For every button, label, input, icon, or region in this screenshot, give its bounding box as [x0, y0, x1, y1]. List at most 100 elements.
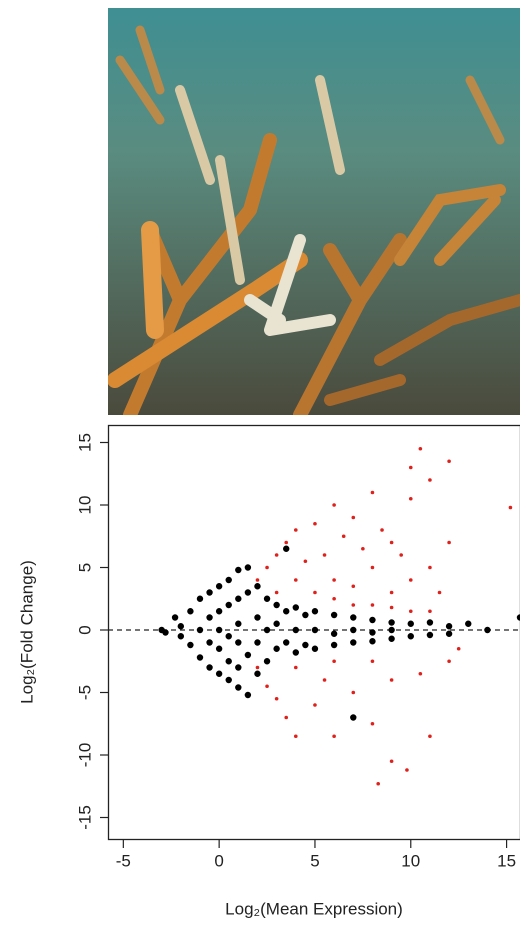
point [388, 626, 395, 634]
point [408, 465, 413, 470]
point [311, 645, 319, 652]
point [293, 665, 298, 670]
point [426, 631, 434, 639]
point [313, 521, 317, 526]
point [206, 614, 213, 621]
x-axis-label: Log₂(Mean Expression) [225, 899, 403, 918]
point [215, 583, 223, 590]
point [405, 768, 409, 772]
point [244, 691, 252, 699]
point [445, 630, 453, 637]
point [187, 641, 194, 649]
point [447, 659, 451, 664]
y-tick-label: -15 [75, 805, 94, 830]
point [388, 619, 395, 626]
y-tick-label: -10 [75, 743, 94, 768]
point [361, 546, 365, 551]
point [283, 545, 290, 552]
point [255, 665, 260, 670]
point [311, 626, 319, 634]
point [341, 534, 346, 539]
point [350, 614, 357, 621]
point [330, 611, 338, 619]
point [255, 578, 260, 582]
point [330, 641, 338, 649]
point [215, 608, 223, 615]
point [428, 609, 432, 614]
point [215, 670, 223, 677]
point [332, 596, 336, 601]
point [465, 620, 472, 627]
point [445, 623, 453, 630]
y-tick-label: 10 [75, 496, 94, 515]
point [292, 649, 299, 656]
point [351, 603, 356, 607]
point [369, 629, 376, 636]
point [254, 583, 261, 590]
x-tick-label: -5 [116, 851, 131, 870]
point [292, 604, 299, 611]
point [418, 446, 423, 451]
point [408, 578, 413, 582]
point [273, 601, 280, 609]
point [284, 715, 289, 720]
point [370, 721, 375, 726]
point [389, 590, 394, 595]
point [313, 703, 317, 707]
point [274, 696, 279, 701]
point [370, 603, 375, 607]
x-tick-label: 15 [497, 851, 516, 870]
point [330, 630, 338, 637]
point [388, 635, 395, 642]
point [313, 590, 317, 595]
point [408, 496, 413, 501]
x-tick-label: 10 [401, 851, 420, 870]
point [244, 651, 252, 659]
point [370, 565, 375, 570]
point [206, 639, 213, 646]
point [284, 540, 289, 545]
point [428, 478, 432, 482]
point [376, 781, 380, 786]
point [265, 565, 269, 570]
point [311, 608, 319, 615]
point [303, 559, 308, 564]
point [332, 578, 336, 582]
point [408, 609, 413, 614]
point [273, 620, 280, 627]
point [332, 503, 336, 507]
y-tick-label: 5 [75, 563, 94, 572]
point [254, 670, 261, 677]
point [350, 639, 357, 646]
y-axis-label: Log₂(Fold Change) [17, 560, 36, 704]
point [225, 576, 232, 584]
point [447, 540, 451, 545]
point [196, 626, 204, 634]
point [380, 528, 384, 532]
x-tick-label: 0 [214, 851, 223, 870]
point [206, 589, 213, 596]
point [389, 605, 394, 610]
point [225, 658, 232, 665]
point [254, 639, 261, 646]
point [407, 633, 414, 640]
point [187, 608, 194, 615]
point [235, 639, 242, 646]
point [235, 595, 242, 602]
point [389, 540, 394, 545]
point [418, 671, 423, 676]
point [171, 614, 179, 621]
point [426, 619, 434, 626]
point [322, 553, 327, 557]
point [225, 676, 232, 684]
point [407, 620, 414, 627]
point [235, 620, 242, 627]
point [350, 714, 357, 721]
point [206, 664, 213, 671]
point [508, 505, 513, 510]
point [283, 608, 290, 615]
point [389, 759, 394, 764]
point [447, 459, 451, 464]
point [370, 659, 375, 664]
